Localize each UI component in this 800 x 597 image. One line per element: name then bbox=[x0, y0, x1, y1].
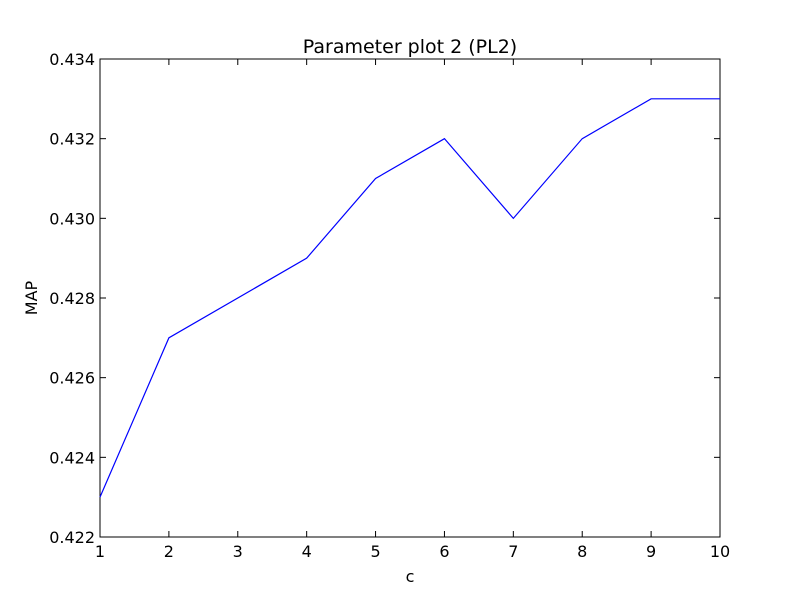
plot-area bbox=[99, 58, 721, 538]
chart-title: Parameter plot 2 (PL2) bbox=[303, 36, 517, 58]
x-tick-label: 5 bbox=[370, 542, 380, 561]
plot-frame bbox=[99, 58, 721, 538]
series-layer bbox=[99, 98, 720, 498]
x-tick-label: 6 bbox=[439, 542, 449, 561]
y-tick-label: 0.430 bbox=[49, 209, 95, 228]
y-axis-title: MAP bbox=[22, 280, 41, 315]
x-tick-label: 3 bbox=[233, 542, 243, 561]
y-axis: 0.422 0.424 0.426 0.428 0.430 0.432 0.434 bbox=[49, 50, 720, 547]
x-tick-label: 10 bbox=[710, 542, 730, 561]
y-tick-label: 0.424 bbox=[49, 448, 95, 467]
x-axis-title: c bbox=[406, 567, 415, 586]
x-tick-label: 7 bbox=[508, 542, 518, 561]
x-tick-label: 1 bbox=[95, 542, 105, 561]
y-tick-label: 0.422 bbox=[49, 528, 95, 547]
y-tick-label: 0.428 bbox=[49, 289, 95, 308]
x-axis: 1 2 3 4 5 6 7 8 9 10 bbox=[95, 59, 730, 561]
x-tick-label: 9 bbox=[646, 542, 656, 561]
x-tick-label: 8 bbox=[577, 542, 587, 561]
series-line bbox=[99, 98, 720, 498]
y-tick-label: 0.434 bbox=[49, 50, 95, 69]
x-tick-label: 2 bbox=[164, 542, 174, 561]
y-tick-label: 0.426 bbox=[49, 369, 95, 388]
y-tick-label: 0.432 bbox=[49, 130, 95, 149]
x-tick-label: 4 bbox=[302, 542, 312, 561]
